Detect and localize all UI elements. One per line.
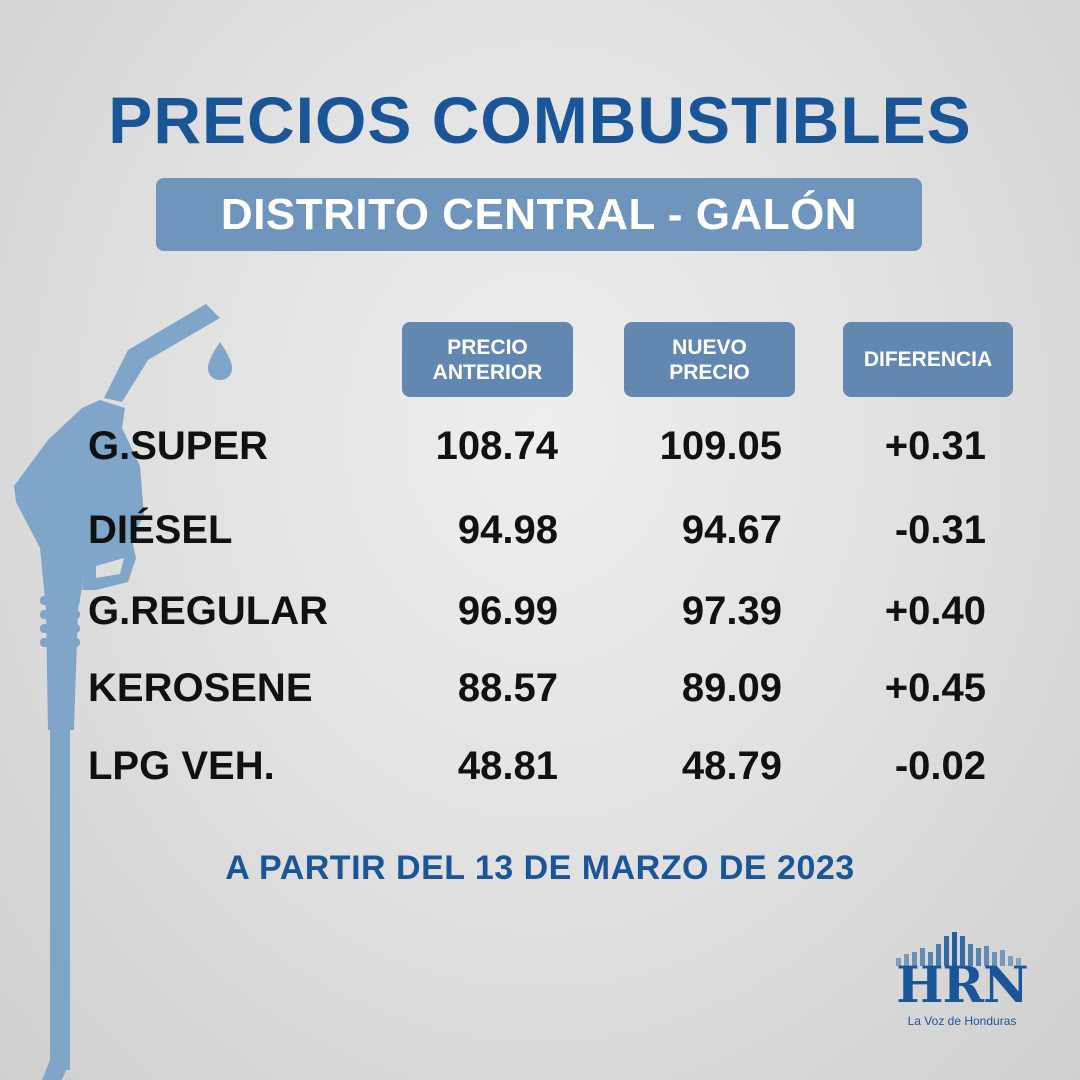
price-difference: +0.40 bbox=[884, 589, 986, 633]
fuel-name: DIÉSEL bbox=[88, 508, 233, 552]
table-row: KEROSENE 88.57 89.09 +0.45 bbox=[0, 666, 1080, 726]
fuel-name: LPG VEH. bbox=[88, 744, 275, 788]
price-difference: -0.31 bbox=[894, 508, 986, 552]
logo-wordmark: HRN bbox=[896, 955, 1029, 1014]
column-header-line: DIFERENCIA bbox=[863, 348, 993, 371]
column-header-line: NUEVO bbox=[672, 335, 747, 359]
fuel-name: KEROSENE bbox=[88, 666, 313, 710]
column-header-line: PRECIO bbox=[447, 335, 528, 359]
previous-price: 94.98 bbox=[457, 508, 558, 552]
effective-date: A PARTIR DEL 13 DE MARZO DE 2023 bbox=[225, 849, 855, 887]
table-row: DIÉSEL 94.98 94.67 -0.31 bbox=[0, 508, 1080, 568]
fuel-nozzle-icon bbox=[14, 304, 232, 1080]
previous-price: 108.74 bbox=[435, 424, 558, 468]
column-header-line: PRECIO bbox=[669, 360, 750, 384]
price-difference: +0.45 bbox=[884, 666, 986, 710]
column-header-line: ANTERIOR bbox=[432, 360, 543, 384]
previous-price: 48.81 bbox=[457, 744, 558, 788]
page-title: PRECIOS COMBUSTIBLES bbox=[108, 83, 972, 157]
fuel-name: G.REGULAR bbox=[88, 589, 328, 633]
fuel-drop-icon bbox=[208, 342, 232, 380]
column-header-new-price: NUEVO PRECIO bbox=[624, 322, 795, 397]
logo-tagline: La Voz de Honduras bbox=[907, 1014, 1017, 1028]
hrn-logo: HRN La Voz de Honduras bbox=[884, 916, 1040, 1028]
table-row: G.SUPER 108.74 109.05 +0.31 bbox=[0, 424, 1080, 484]
fuel-name: G.SUPER bbox=[88, 424, 269, 468]
table-row: G.REGULAR 96.99 97.39 +0.40 bbox=[0, 589, 1080, 649]
price-difference: -0.02 bbox=[894, 744, 986, 788]
table-row: LPG VEH. 48.81 48.79 -0.02 bbox=[0, 744, 1080, 804]
previous-price: 88.57 bbox=[457, 666, 558, 710]
new-price: 48.79 bbox=[681, 744, 782, 788]
new-price: 97.39 bbox=[681, 589, 782, 633]
subtitle-banner: DISTRITO CENTRAL - GALÓN bbox=[156, 178, 922, 251]
column-header-difference: DIFERENCIA bbox=[843, 322, 1013, 397]
column-header-previous-price: PRECIO ANTERIOR bbox=[402, 322, 573, 397]
new-price: 109.05 bbox=[659, 424, 782, 468]
new-price: 89.09 bbox=[681, 666, 782, 710]
new-price: 94.67 bbox=[681, 508, 782, 552]
subtitle-text: DISTRITO CENTRAL - GALÓN bbox=[220, 189, 858, 239]
previous-price: 96.99 bbox=[457, 589, 558, 633]
equalizer-bars-icon bbox=[896, 916, 1032, 966]
price-difference: +0.31 bbox=[884, 424, 986, 468]
